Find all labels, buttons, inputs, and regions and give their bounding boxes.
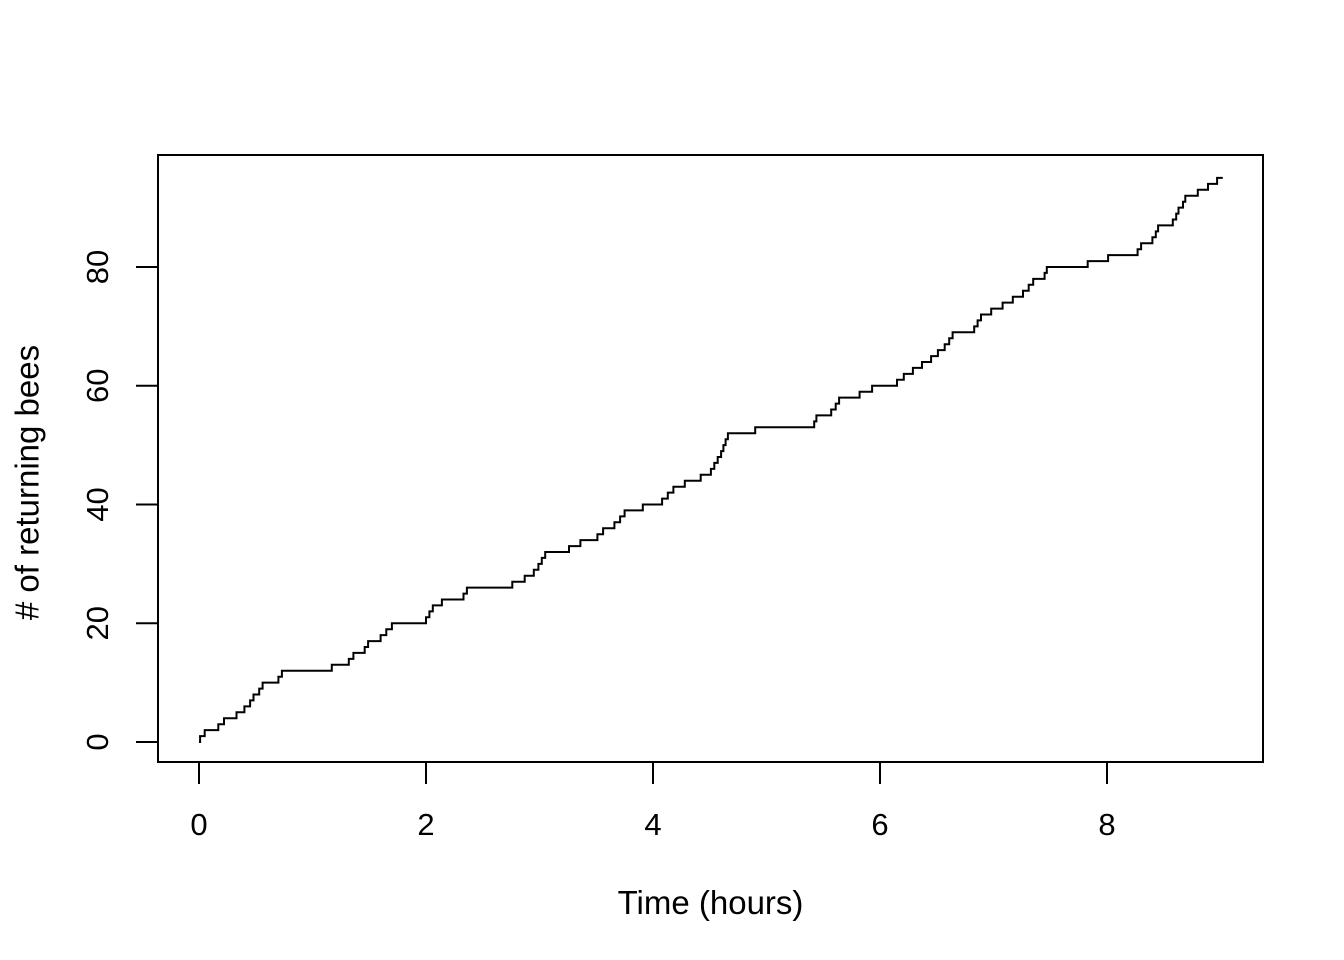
y-axis-tick-label: 80: [80, 250, 115, 284]
plot-border: [157, 154, 1264, 763]
x-axis-tick-label: 8: [1098, 807, 1115, 842]
x-axis-tick-label: 6: [871, 807, 888, 842]
step-line: [199, 176, 1223, 743]
y-axis-tick-label: 60: [80, 369, 115, 403]
y-axis-tick-label: 0: [80, 733, 115, 750]
y-axis-tick-label: 20: [80, 606, 115, 640]
y-axis-title: # of returning bees: [8, 344, 46, 621]
x-axis-tick-label: 2: [417, 807, 434, 842]
x-axis-tick-label: 0: [190, 807, 207, 842]
x-axis-tick-label: 4: [644, 807, 661, 842]
y-axis-tick-label: 40: [80, 487, 115, 521]
x-axis-title: Time (hours): [617, 884, 804, 921]
